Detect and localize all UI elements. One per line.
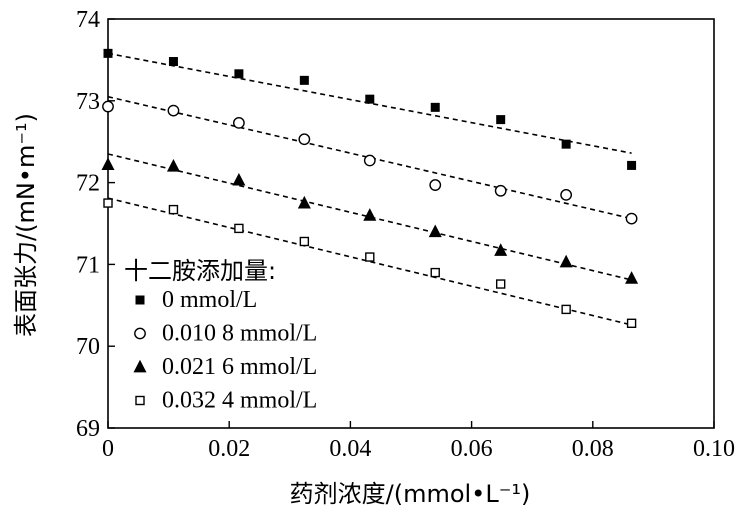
data-point (559, 254, 573, 268)
series-1 (102, 100, 638, 225)
data-point (102, 100, 114, 113)
series-3 (103, 198, 637, 328)
data-point (299, 75, 309, 85)
data-point (428, 224, 442, 238)
data-point (560, 188, 573, 201)
data-point (625, 271, 639, 284)
data-point (101, 157, 115, 171)
data-point (625, 212, 638, 225)
data-point (234, 69, 244, 79)
data-point (496, 115, 506, 125)
data-point (494, 243, 508, 256)
x-axis: 0 0.02 0.04 0.06 0.08 0.10 (102, 421, 735, 462)
legend: 十二胺添加量: 0 mmol/L 0.010 8 mmol/L 0.021 6 mm… (124, 257, 317, 414)
x-tick-label: 0.10 (693, 436, 735, 462)
data-point (626, 318, 637, 328)
data-point (365, 94, 375, 104)
y-tick-label: 70 (76, 334, 100, 360)
data-point (561, 304, 571, 315)
data-point (363, 208, 377, 221)
y-axis: 69 70 71 72 73 74 (76, 7, 115, 442)
data-point (166, 159, 180, 172)
data-point (627, 160, 637, 170)
data-point (298, 133, 311, 146)
data-point (168, 57, 178, 67)
data-point (430, 267, 440, 278)
data-point (429, 179, 442, 191)
x-tick-label: 0 (102, 436, 114, 462)
plot-frame (107, 18, 715, 429)
x-tick-label: 0.08 (572, 436, 614, 462)
data-point (299, 236, 310, 247)
legend-label: 0.010 8 mmol/L (162, 321, 317, 347)
legend-title: 十二胺添加量: (124, 257, 276, 285)
series-2 (101, 157, 639, 284)
data-point (103, 198, 113, 208)
y-tick-label: 72 (76, 171, 100, 197)
data-point (167, 104, 180, 117)
x-tick-label: 0.04 (329, 436, 371, 462)
data-point (232, 172, 246, 186)
plot-border (107, 18, 715, 429)
data-point (494, 184, 507, 197)
x-tick-label: 0.06 (451, 436, 493, 462)
data-points (101, 48, 639, 328)
y-tick-label: 73 (76, 89, 100, 115)
data-point (168, 204, 179, 215)
series-0 (103, 48, 637, 170)
data-point (495, 279, 506, 289)
data-point (103, 48, 113, 58)
data-point (363, 154, 376, 167)
y-tick-label: 74 (76, 7, 100, 33)
legend-label: 0 mmol/L (162, 287, 257, 313)
fit-lines (107, 52, 632, 326)
data-point (297, 195, 311, 209)
data-point (234, 223, 244, 234)
legend-marker (135, 295, 145, 305)
y-axis-title: 表面张力/(mN•m⁻¹) (12, 113, 40, 337)
y-tick-label: 69 (76, 416, 100, 442)
data-point (561, 139, 571, 149)
fit-line (107, 52, 632, 154)
data-point (365, 252, 375, 262)
x-tick-label: 0.02 (208, 436, 250, 462)
data-point (232, 116, 245, 129)
y-tick-label: 71 (76, 252, 100, 278)
legend-label: 0.032 4 mmol/L (162, 388, 317, 414)
legend-marker (135, 395, 145, 406)
legend-marker (133, 359, 147, 373)
legend-marker (134, 327, 146, 340)
x-axis-title: 药剂浓度/(mmol•L⁻¹) (290, 480, 531, 508)
legend-label: 0.021 6 mmol/L (162, 354, 317, 380)
data-point (430, 102, 440, 112)
